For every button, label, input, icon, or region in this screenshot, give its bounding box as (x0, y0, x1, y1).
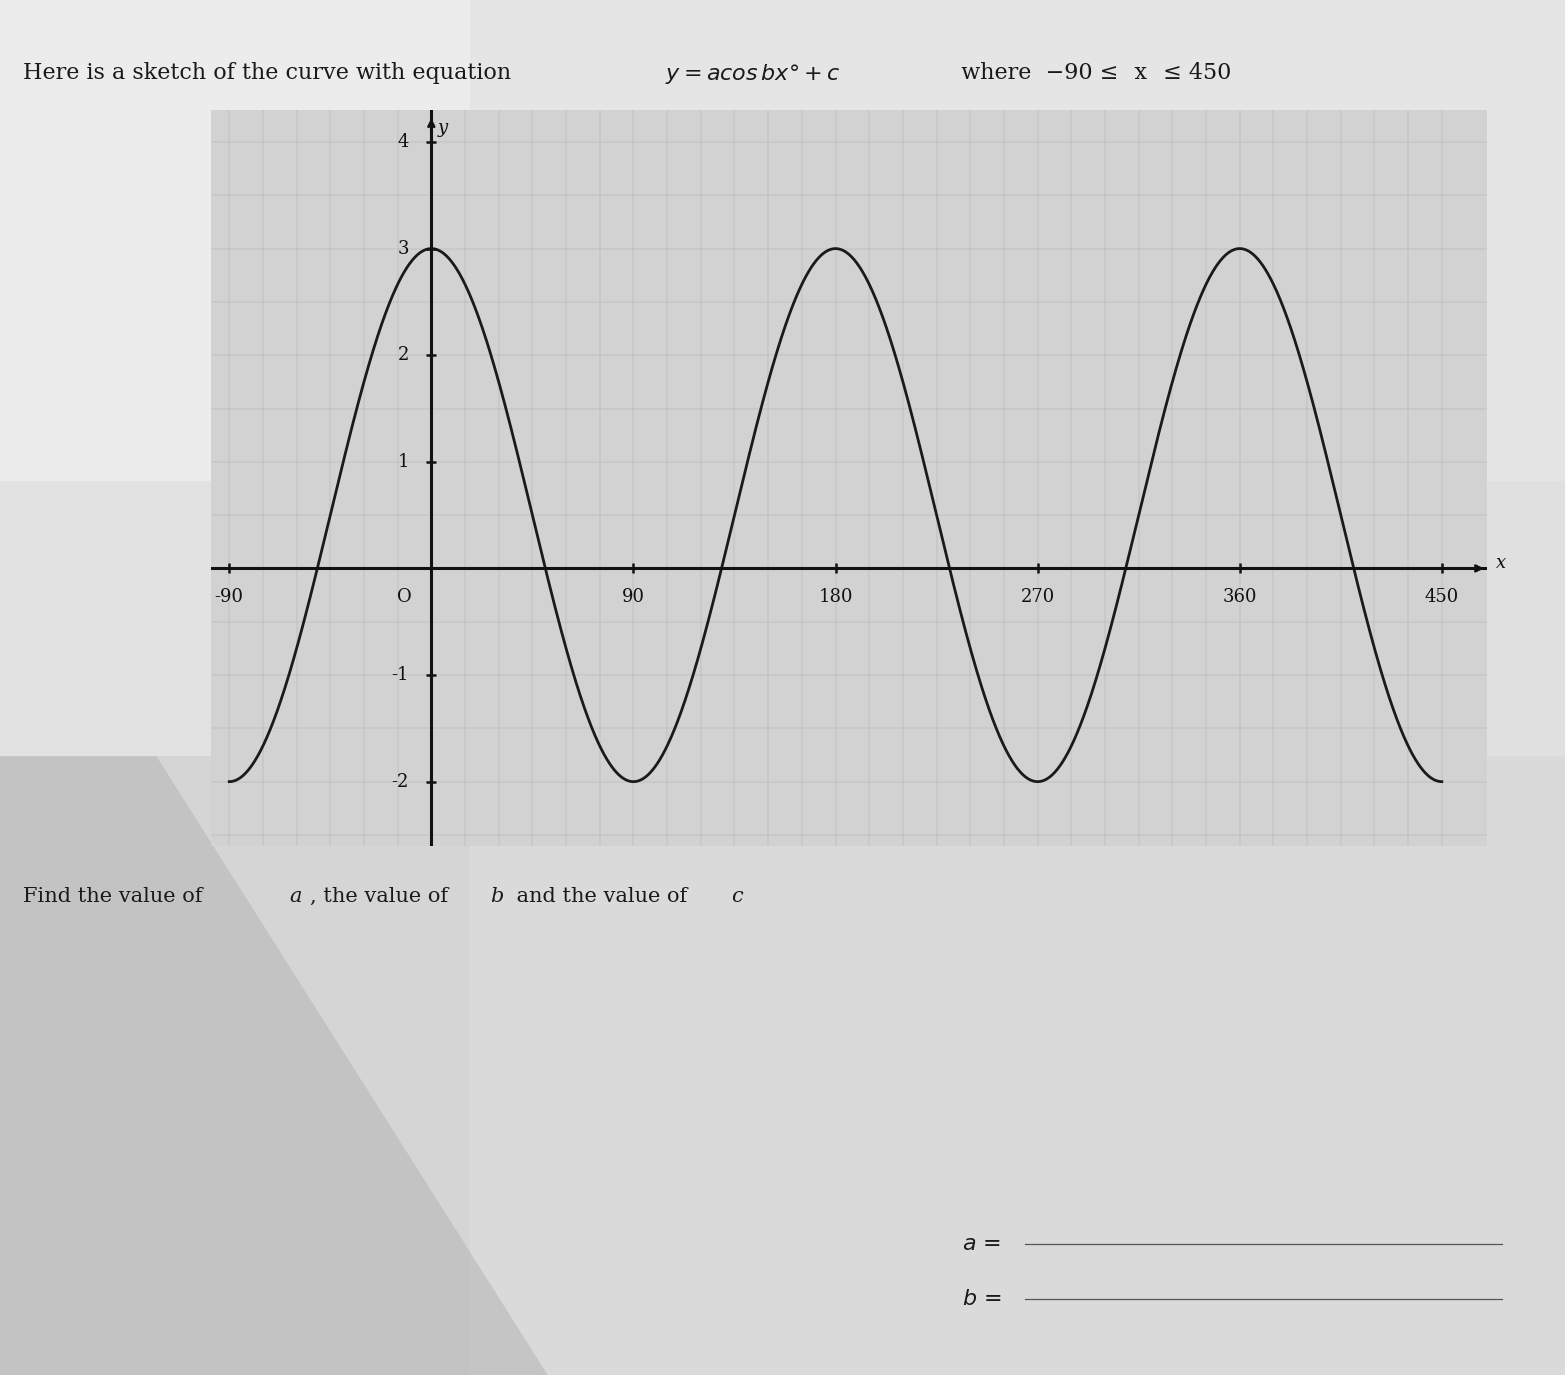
Text: , the value of: , the value of (310, 887, 454, 906)
Text: -1: -1 (391, 666, 408, 683)
Text: c: c (731, 887, 743, 906)
Text: y: y (438, 118, 448, 136)
Text: 90: 90 (621, 587, 645, 605)
Text: 1: 1 (398, 452, 408, 470)
Text: where  −90 ≤   x   ≤ 450: where −90 ≤ x ≤ 450 (947, 62, 1232, 84)
Text: b: b (490, 887, 504, 906)
Bar (470, 0, 1565, 1375)
Text: $b$ =: $b$ = (962, 1288, 1002, 1310)
Text: x: x (1496, 554, 1506, 572)
Text: 270: 270 (1020, 587, 1055, 605)
Text: 360: 360 (1222, 587, 1257, 605)
Text: -90: -90 (214, 587, 244, 605)
Text: 3: 3 (398, 239, 408, 257)
Polygon shape (0, 756, 548, 1375)
Text: -2: -2 (391, 773, 408, 791)
Text: a: a (290, 887, 302, 906)
Bar (0, 0, 1565, 756)
Text: Find the value of: Find the value of (23, 887, 210, 906)
Text: Here is a sketch of the curve with equation: Here is a sketch of the curve with equat… (23, 62, 526, 84)
Text: 180: 180 (818, 587, 853, 605)
Text: $y = a\mathit{cos}\,bx°+c$: $y = a\mathit{cos}\,bx°+c$ (665, 62, 840, 85)
Text: 4: 4 (398, 133, 408, 151)
Text: 2: 2 (398, 346, 408, 364)
Text: $a$ =: $a$ = (962, 1233, 1002, 1255)
Text: and the value of: and the value of (510, 887, 693, 906)
Text: 450: 450 (1424, 587, 1459, 605)
Bar (0, 0, 1565, 481)
Text: O: O (398, 587, 412, 605)
